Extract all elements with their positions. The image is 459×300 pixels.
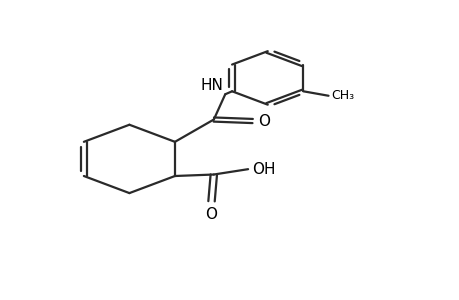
Text: O: O [257, 113, 269, 128]
Text: O: O [205, 207, 217, 222]
Text: HN: HN [200, 78, 223, 93]
Text: CH₃: CH₃ [330, 89, 353, 102]
Text: OH: OH [251, 162, 274, 177]
